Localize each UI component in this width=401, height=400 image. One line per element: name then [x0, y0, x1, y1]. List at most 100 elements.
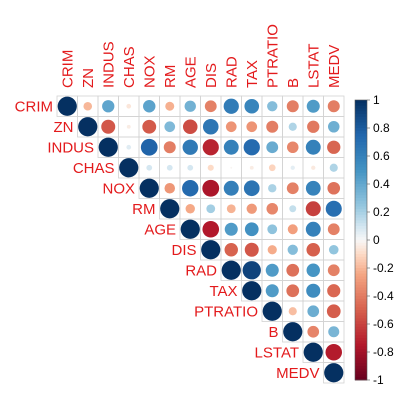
corr-circle-chas-ptratio — [268, 164, 276, 172]
top-label-chas: CHAS — [121, 46, 138, 88]
corr-circle-tax-ptratio — [265, 284, 279, 298]
corr-circle-age-medv — [327, 223, 340, 236]
colorbar-segment — [355, 133, 367, 137]
colorbar-segment — [355, 186, 367, 190]
corr-circle-chas-chas — [119, 158, 139, 178]
corr-circle-zn-zn — [78, 117, 98, 137]
corr-circle-indus-ptratio — [266, 141, 279, 154]
colorbar-segment — [355, 184, 367, 188]
colorbar-segment — [355, 296, 367, 300]
colorbar-segment — [355, 312, 367, 316]
colorbar-segment — [355, 158, 367, 162]
row-label-indus: INDUS — [47, 139, 94, 156]
corr-circle-chas-rm — [166, 164, 173, 171]
corr-circle-rm-b — [289, 205, 297, 213]
corr-circle-rad-ptratio — [265, 263, 279, 277]
colorbar-segment — [355, 139, 367, 143]
corr-circle-zn-lstat — [307, 120, 320, 133]
colorbar-segment — [355, 310, 367, 314]
corr-circle-chas-nox — [146, 164, 153, 171]
corr-circle-zn-dis — [202, 118, 219, 135]
corr-circle-b-lstat — [307, 325, 320, 338]
top-label-age: AGE — [182, 56, 199, 88]
colorbar-segment — [355, 172, 367, 176]
corr-circle-indus-b — [286, 141, 299, 154]
correlation-circles — [57, 96, 344, 383]
colorbar-segment — [355, 343, 367, 347]
corr-circle-indus-nox — [140, 138, 158, 156]
colorbar-segment — [355, 220, 367, 224]
corr-circle-crim-indus — [102, 100, 115, 113]
corr-circle-crim-nox — [143, 100, 156, 113]
colorbar-segment — [355, 240, 367, 244]
corr-circle-age-ptratio — [267, 224, 278, 235]
colorbar-segment — [355, 242, 367, 246]
colorbar-tick-label: -0.6 — [373, 317, 394, 331]
top-label-nox: NOX — [141, 55, 158, 88]
corr-circle-dis-ptratio — [267, 245, 277, 255]
corr-circle-indus-dis — [202, 139, 219, 156]
colorbar-segment — [355, 326, 367, 330]
colorbar-segment — [355, 332, 367, 336]
row-label-lstat: LSTAT — [255, 344, 299, 361]
corr-circle-crim-ptratio — [267, 101, 278, 112]
top-label-rad: RAD — [223, 56, 240, 88]
colorbar-segment — [355, 307, 367, 311]
row-label-dis: DIS — [171, 242, 196, 259]
colorbar-segment — [355, 270, 367, 274]
corr-circle-ptratio-lstat — [307, 305, 320, 318]
colorbar-segment — [355, 284, 367, 288]
colorbar-segment — [355, 142, 367, 146]
colorbar-segment — [355, 321, 367, 325]
corr-circle-zn-chas — [126, 124, 131, 129]
row-label-zn: ZN — [54, 119, 74, 136]
corr-circle-dis-lstat — [306, 242, 321, 257]
colorbar-segment — [355, 374, 367, 378]
corr-circle-tax-medv — [327, 284, 341, 298]
grid-cell — [323, 362, 345, 384]
colorbar-segment — [355, 256, 367, 260]
colorbar-segment — [355, 335, 367, 339]
corr-circle-rm-rad — [226, 204, 236, 214]
colorbar-segment — [355, 363, 367, 367]
corr-circle-dis-rad — [224, 243, 238, 257]
colorbar-segment — [355, 248, 367, 252]
colorbar-segment — [355, 125, 367, 129]
colorbar-segment — [355, 122, 367, 126]
colorbar-segment — [355, 147, 367, 151]
corr-circle-rad-medv — [327, 264, 340, 277]
corr-circle-zn-b — [288, 122, 297, 131]
row-label-chas: CHAS — [73, 160, 115, 177]
corr-circle-crim-chas — [126, 103, 132, 109]
colorbar-segment — [355, 273, 367, 277]
colorbar-tick-label: -0.2 — [373, 261, 394, 275]
colorbar-segment — [355, 366, 367, 370]
corr-circle-lstat-medv — [325, 343, 343, 361]
corr-circle-tax-lstat — [306, 283, 321, 298]
corr-circle-tax-tax — [242, 281, 262, 301]
colorbar-segment — [355, 268, 367, 272]
corr-circle-indus-chas — [126, 144, 132, 150]
corr-circle-indus-rm — [163, 141, 176, 154]
colorbar-tick-label: 0 — [373, 233, 380, 247]
colorbar-segment — [355, 167, 367, 171]
corr-circle-dis-medv — [328, 244, 339, 255]
corr-circle-indus-age — [182, 139, 198, 155]
corr-circle-rm-rm — [160, 199, 180, 219]
corr-circle-zn-nox — [142, 119, 157, 134]
corr-circle-chas-rad — [230, 166, 233, 169]
colorbar-segment — [355, 203, 367, 207]
corr-circle-dis-dis — [201, 240, 221, 260]
corr-circle-age-lstat — [305, 221, 321, 237]
colorbar-segment — [355, 198, 367, 202]
corr-circle-crim-crim — [57, 96, 77, 116]
corr-circle-medv-medv — [324, 363, 344, 383]
corr-circle-rad-rad — [221, 260, 241, 280]
row-label-age: AGE — [144, 221, 176, 238]
corr-circle-zn-tax — [246, 121, 258, 133]
colorbar-segment — [355, 340, 367, 344]
corr-circle-chas-age — [187, 164, 194, 171]
top-label-zn: ZN — [80, 68, 97, 88]
corr-circle-zn-age — [183, 119, 198, 134]
colorbar-segment — [355, 349, 367, 353]
